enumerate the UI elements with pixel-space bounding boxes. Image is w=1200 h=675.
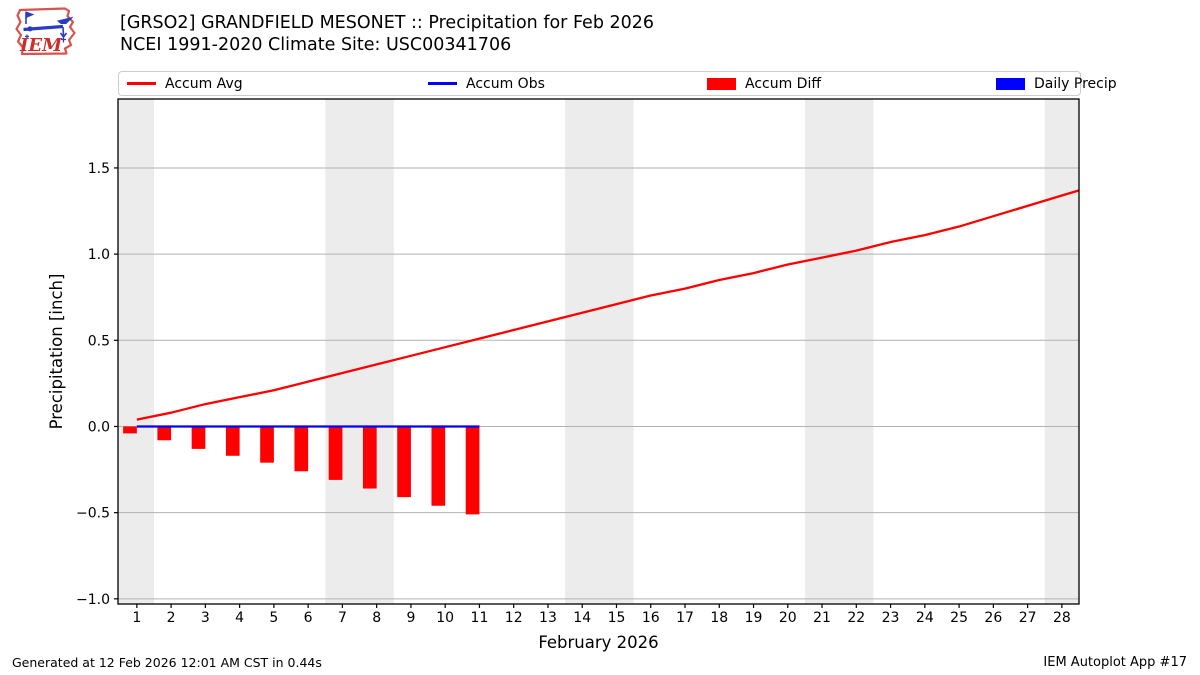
y-tick-label: 1.0 (88, 247, 110, 263)
y-tick-label: −0.5 (76, 506, 110, 522)
x-tick-label: 7 (338, 610, 347, 626)
x-tick-label: 19 (745, 610, 763, 626)
legend-label: Accum Avg (165, 75, 243, 92)
accum-diff-bar (397, 426, 411, 498)
weekend-band (804, 99, 874, 604)
x-tick-label: 8 (372, 610, 381, 626)
iowa-outline (15, 7, 76, 56)
x-tick-label: 20 (779, 610, 797, 626)
weekend-band (565, 99, 634, 604)
weather-station-icon (23, 11, 74, 43)
legend-patch-swatch (707, 77, 736, 90)
chart-title: [GRSO2] GRANDFIELD MESONET :: Precipitat… (120, 13, 655, 33)
accum-diff-bar (225, 426, 240, 456)
accum-diff-bar (328, 426, 343, 480)
logo-text: IEM (19, 35, 63, 56)
x-tick-label: 9 (406, 610, 415, 626)
x-tick-label: 6 (304, 610, 313, 626)
legend: Accum Avg Accum Obs Accum Diff Daily Precip (118, 71, 1117, 96)
accum-diff-bar (123, 426, 137, 434)
accum-diff-bar (191, 426, 206, 449)
x-tick-label: 16 (642, 610, 660, 626)
x-tick-label: 27 (1019, 610, 1037, 626)
chart-subtitle: NCEI 1991-2020 Climate Site: USC00341706 (120, 35, 512, 55)
iem-logo: IEM (15, 7, 76, 56)
x-tick-label: 23 (882, 610, 900, 626)
x-tick-label: 12 (505, 610, 523, 626)
generated-timestamp: Generated at 12 Feb 2026 12:01 AM CST in… (12, 655, 322, 670)
accum-avg-line (136, 189, 1080, 421)
app-credit: IEM Autoplot App #17 (1043, 655, 1187, 670)
x-tick-label: 1 (132, 610, 141, 626)
y-axis-label: Precipitation [inch] (47, 274, 66, 430)
weekend-band (325, 99, 394, 604)
weekend-band (118, 99, 154, 604)
x-tick-label: 25 (950, 610, 968, 626)
plot-border (117, 98, 1080, 605)
accum-diff-bar (260, 426, 274, 463)
x-tick-label: 24 (916, 610, 934, 626)
legend-line-swatch (428, 82, 457, 85)
legend-label: Accum Obs (466, 75, 545, 92)
legend-label: Accum Diff (745, 75, 822, 92)
accum-diff-bar (294, 426, 309, 472)
y-tick-label: 0.0 (88, 419, 110, 435)
x-tick-label: 21 (813, 610, 831, 626)
x-axis-label: February 2026 (538, 633, 658, 652)
x-tick-label: 13 (539, 610, 557, 626)
x-tick-label: 26 (984, 610, 1002, 626)
legend-item-accum-obs: Accum Obs (428, 72, 545, 95)
x-tick-label: 22 (847, 610, 865, 626)
legend-line-swatch (127, 82, 156, 85)
x-tick-label: 28 (1053, 610, 1071, 626)
y-tick-label: 0.5 (88, 333, 110, 349)
x-tick-label: 3 (201, 610, 210, 626)
weekend-band (1044, 99, 1079, 604)
y-tick-label: 1.5 (88, 161, 110, 177)
accum-diff-bar (362, 426, 377, 489)
legend-item-daily-precip: Daily Precip (996, 72, 1117, 95)
x-tick-label: 18 (710, 610, 728, 626)
x-tick-label: 5 (269, 610, 278, 626)
accum-diff-bar (465, 426, 480, 515)
legend-patch-swatch (996, 77, 1025, 90)
x-tick-label: 14 (573, 610, 591, 626)
y-tick-label: −1.0 (76, 592, 110, 608)
chart-title-block: [GRSO2] GRANDFIELD MESONET :: Precipitat… (120, 12, 654, 56)
x-tick-label: 15 (608, 610, 626, 626)
legend-item-accum-avg: Accum Avg (127, 72, 243, 95)
x-tick-label: 17 (676, 610, 694, 626)
accum-diff-bar (431, 426, 446, 506)
legend-label: Daily Precip (1034, 75, 1117, 92)
x-tick-label: 4 (235, 610, 244, 626)
x-tick-label: 11 (471, 610, 489, 626)
x-tick-label: 2 (167, 610, 176, 626)
accum-diff-bar (157, 426, 172, 441)
legend-item-accum-diff: Accum Diff (707, 72, 821, 95)
x-tick-label: 10 (436, 610, 454, 626)
